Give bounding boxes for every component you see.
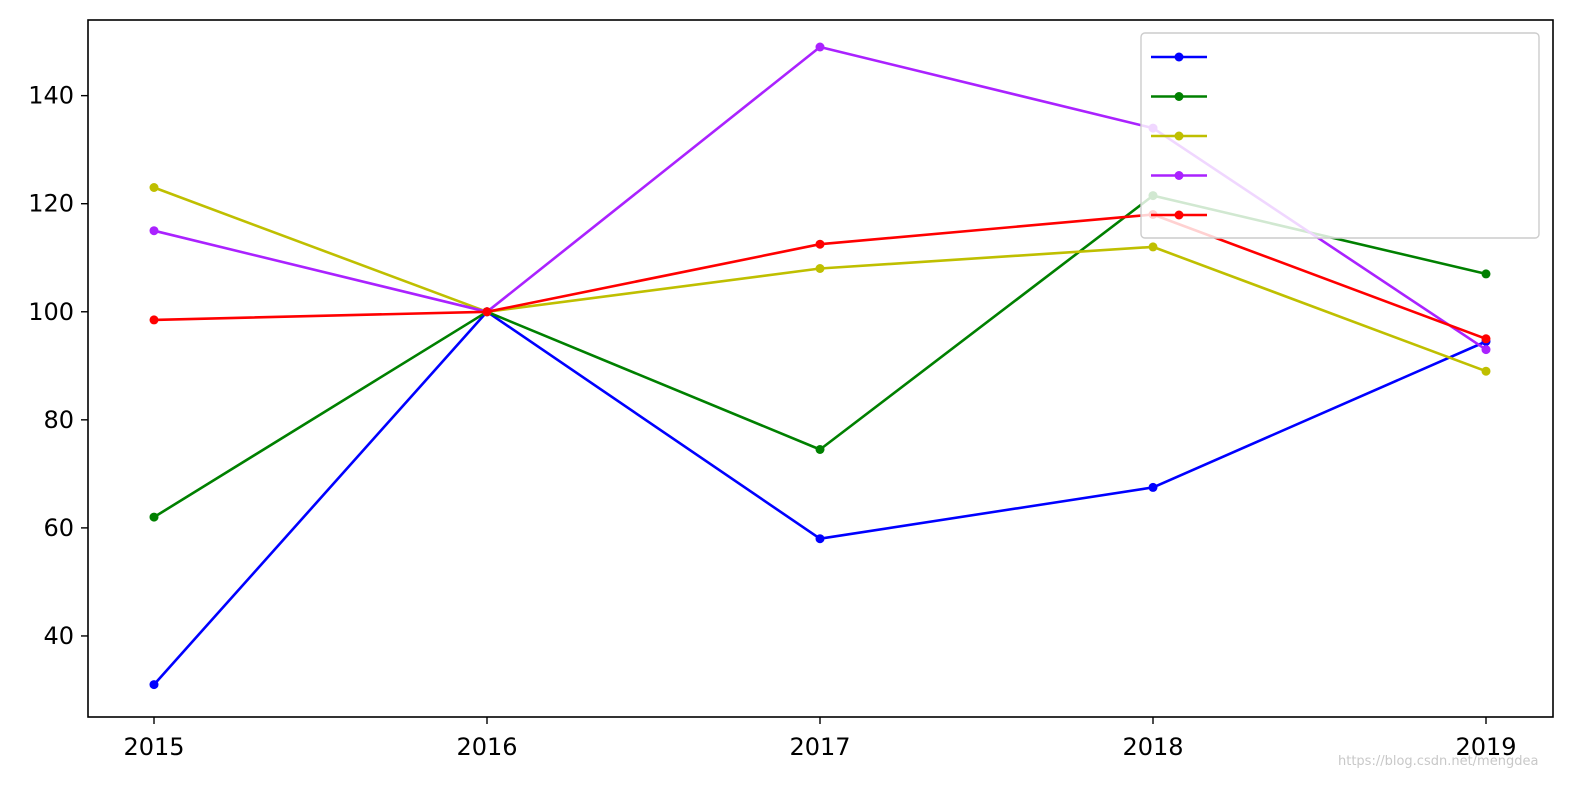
y-tick-label: 140	[28, 82, 74, 110]
data-point	[1148, 242, 1158, 252]
x-tick-label: 2017	[789, 733, 850, 761]
legend-swatch-marker	[1174, 171, 1184, 180]
data-point	[1148, 482, 1158, 492]
data-point	[482, 307, 492, 317]
legend-entry	[1151, 92, 1207, 101]
series-1	[149, 307, 1491, 690]
x-tick-label: 2015	[123, 733, 184, 761]
legend-swatch-marker	[1174, 210, 1184, 220]
legend-entry	[1151, 52, 1207, 62]
y-tick-label: 40	[43, 622, 74, 650]
y-tick-label: 120	[28, 190, 74, 218]
data-point	[149, 226, 159, 236]
x-tick-label: 2018	[1122, 733, 1183, 761]
legend-swatch-marker	[1174, 92, 1184, 101]
x-tick-label: 2016	[456, 733, 517, 761]
legend-box	[1140, 32, 1540, 239]
x-tick-label: 2019	[1455, 733, 1516, 761]
data-point	[815, 445, 825, 454]
y-tick-label: 100	[28, 298, 74, 326]
axes: 2015 2016 2017 2018 2019 40 60 80 100 120 140	[28, 19, 1554, 761]
data-point	[815, 534, 825, 544]
data-point	[1481, 345, 1491, 355]
watermark: https://blog.csdn.net/mengdea	[1338, 754, 1538, 769]
data-point	[149, 315, 159, 325]
y-tick-label: 60	[43, 514, 74, 542]
y-tick-label: 80	[43, 406, 74, 434]
legend-entry	[1151, 171, 1207, 180]
data-point	[815, 239, 825, 249]
series-line	[153, 310, 1487, 686]
data-point	[1481, 334, 1491, 344]
data-point	[149, 183, 159, 192]
legend-swatch-marker	[1174, 52, 1184, 62]
data-point	[815, 42, 825, 52]
legend-swatch-marker	[1174, 131, 1184, 141]
data-point	[815, 264, 825, 273]
legend-entry	[1151, 210, 1207, 220]
data-point	[1481, 269, 1491, 279]
legend	[1140, 32, 1540, 239]
data-point	[149, 680, 159, 690]
legend-entry	[1151, 131, 1207, 141]
data-point	[1481, 366, 1491, 376]
data-point	[149, 512, 159, 522]
